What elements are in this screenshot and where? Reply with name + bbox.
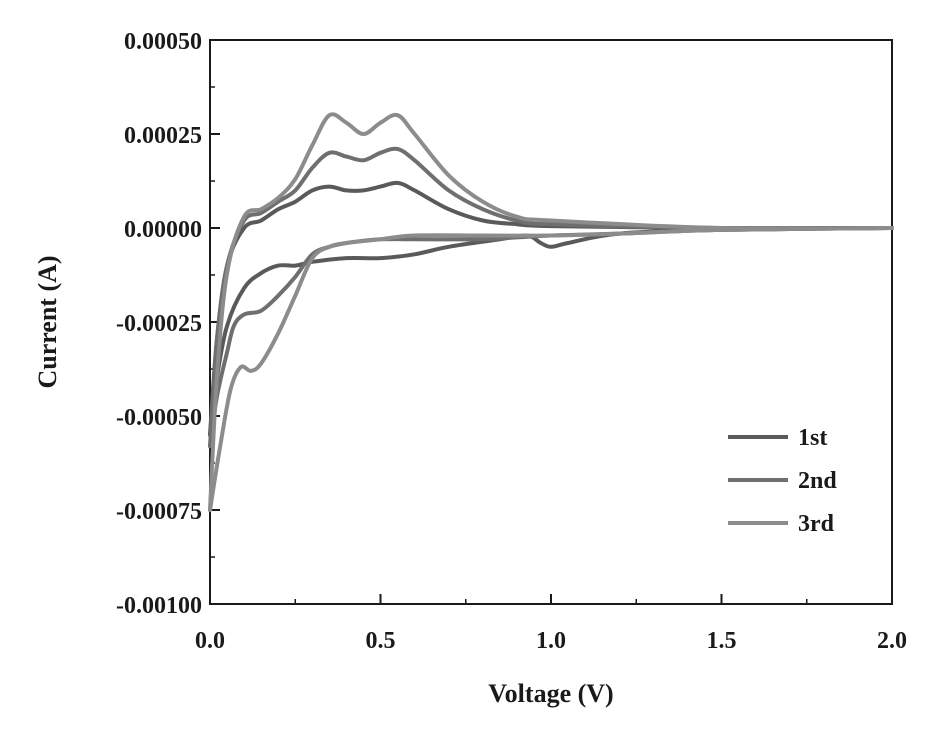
y-tick-label: 0.00000: [124, 217, 202, 243]
y-tick-label: -0.00075: [116, 499, 202, 525]
series-line-2nd-anodic: [208, 146, 894, 449]
series-layer: [208, 112, 894, 512]
legend: 1st 2nd 3rd: [728, 425, 837, 537]
y-tick-label: -0.00050: [116, 405, 202, 431]
y-tick-label: 0.00050: [124, 29, 202, 55]
legend-label: 2nd: [798, 468, 837, 494]
series-line-1st-anodic: [208, 180, 894, 437]
series-1st: [208, 180, 894, 437]
series-line-3rd-cathodic: [208, 226, 894, 512]
y-tick-label: -0.00025: [116, 311, 202, 337]
y-tick-label: 0.00025: [124, 123, 202, 149]
x-tick-label: 0.5: [366, 628, 396, 654]
x-axis-title: Voltage (V): [488, 679, 613, 708]
series-2nd: [208, 146, 894, 449]
y-axis-title: Current (A): [33, 255, 62, 388]
legend-label: 3rd: [798, 511, 835, 537]
x-axis: 0.0 0.5 1.0 1.5 2.0: [195, 594, 907, 654]
series-3rd: [208, 112, 894, 512]
x-tick-label: 1.5: [707, 628, 737, 654]
series-line-1st-cathodic: [208, 226, 894, 437]
x-tick-label: 1.0: [536, 628, 566, 654]
plot-area: [209, 39, 893, 605]
legend-label: 1st: [798, 425, 827, 451]
x-tick-label: 0.0: [195, 628, 225, 654]
y-axis: 0.00050 0.00025 0.00000 -0.00025 -0.00050 -0.…: [116, 29, 220, 619]
y-tick-label: -0.00100: [116, 593, 202, 619]
series-line-3rd-anodic: [208, 112, 894, 512]
x-tick-label: 2.0: [877, 628, 907, 654]
